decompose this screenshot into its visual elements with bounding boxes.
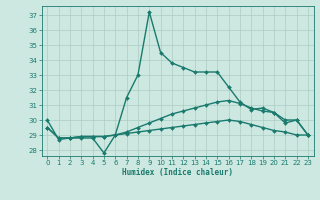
X-axis label: Humidex (Indice chaleur): Humidex (Indice chaleur) [122,168,233,177]
